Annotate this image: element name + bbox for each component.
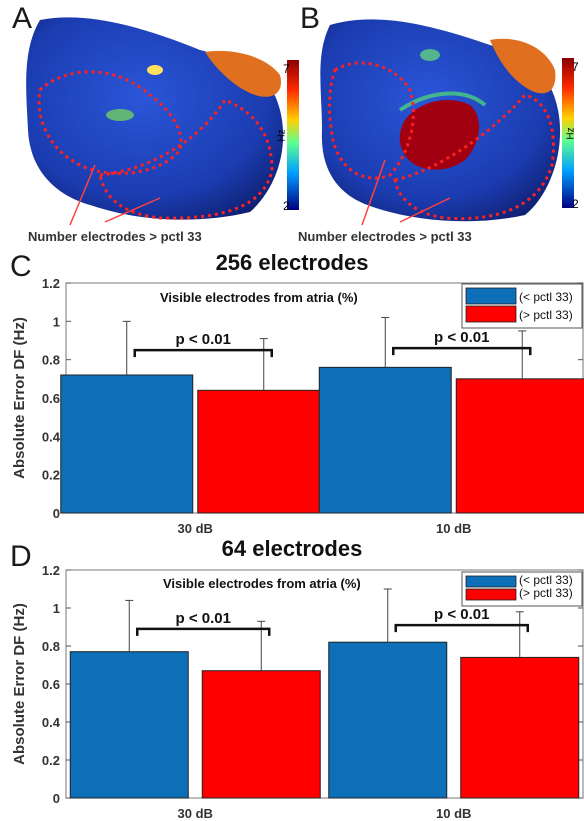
y-tick-label: 0.2 — [42, 753, 60, 768]
x-tick-label: 10 dB — [436, 521, 471, 536]
y-tick-label: 0.2 — [42, 468, 60, 483]
heart-map-a — [26, 17, 299, 226]
colorbar-b-max: 7 — [572, 60, 579, 74]
significance-bracket — [136, 627, 271, 636]
legend-swatch — [465, 575, 517, 588]
p-value-annotation: p < 0.01 — [176, 610, 231, 627]
arrow-b1 — [361, 159, 386, 226]
colorbar-b-min: 2 — [572, 197, 579, 211]
legend-swatch — [465, 305, 517, 323]
panel-letter-c: C — [10, 250, 32, 283]
panel-letter-a: A — [12, 2, 33, 35]
hot-spot-b — [420, 49, 440, 61]
legend-label: (< pctl 33) — [519, 573, 573, 587]
legend-label: (> pctl 33) — [519, 308, 573, 322]
heart-map-b — [320, 19, 574, 226]
outline-region-b2 — [393, 93, 555, 221]
chart-subtitle: Visible electrodes from atria (%) — [160, 290, 358, 305]
outline-region-a1 — [37, 70, 183, 175]
arrow-b2 — [399, 197, 451, 223]
chart-subtitle: Visible electrodes from atria (%) — [163, 576, 361, 591]
colorbar-b — [562, 58, 574, 208]
y-tick-label: 0.6 — [42, 391, 60, 406]
hot-region-b — [490, 38, 556, 94]
arrow-a1 — [69, 164, 96, 226]
y-tick-label: 1 — [53, 601, 60, 616]
y-tick-label: 0.4 — [42, 429, 61, 444]
x-tick-label: 30 dB — [178, 521, 213, 536]
y-tick-label: 1 — [53, 314, 60, 329]
y-tick-label: 1.2 — [42, 276, 60, 291]
colorbar-a-unit: Hz — [276, 129, 288, 142]
y-tick-label: 1.2 — [42, 563, 60, 578]
caption-b: Number electrodes > pctl 33 — [298, 229, 472, 244]
y-tick-label: 0.8 — [42, 353, 60, 368]
panel-letter-d: D — [10, 540, 32, 573]
chart-title-d: 64 electrodes — [221, 536, 363, 561]
legend-swatch — [465, 588, 517, 601]
outline-region-b1 — [327, 61, 415, 180]
y-axis-label: Absolute Error DF (Hz) — [11, 317, 28, 479]
bar — [60, 374, 194, 514]
p-value-annotation: p < 0.01 — [434, 329, 489, 346]
colorbar-a-max: 7 — [283, 62, 290, 76]
significance-bracket — [394, 623, 529, 633]
hot-spot-a — [147, 65, 163, 75]
legend-label: (> pctl 33) — [519, 586, 573, 600]
p-value-annotation: p < 0.01 — [176, 331, 231, 348]
colorbar-a-min: 2 — [283, 199, 290, 213]
significance-bracket — [133, 348, 273, 358]
bar — [318, 366, 452, 514]
heart-surface-a — [26, 17, 284, 220]
chart-title-c: 256 electrodes — [215, 250, 369, 275]
legend-swatch — [465, 287, 517, 305]
y-tick-label: 0 — [53, 791, 60, 806]
caption-a: Number electrodes > pctl 33 — [28, 229, 202, 244]
colorbar-b-unit: Hz — [565, 127, 577, 140]
y-axis-label: Absolute Error DF (Hz) — [11, 603, 28, 765]
significance-bracket — [392, 346, 532, 356]
bar — [197, 389, 331, 514]
hot-region-a — [205, 50, 281, 97]
y-tick-label: 0 — [53, 506, 60, 521]
y-tick-label: 0.8 — [42, 639, 60, 654]
arrow-a2 — [104, 197, 161, 223]
outline-region-a2 — [98, 98, 274, 220]
y-tick-label: 0.6 — [42, 677, 60, 692]
panel-letter-b: B — [300, 2, 321, 35]
bar — [328, 641, 448, 799]
legend-label: (< pctl 33) — [519, 290, 573, 304]
bar — [69, 651, 189, 799]
p-value-annotation: p < 0.01 — [434, 606, 489, 623]
x-tick-label: 30 dB — [178, 806, 213, 821]
bar — [460, 656, 580, 799]
bar — [455, 378, 584, 514]
x-tick-label: 10 dB — [436, 806, 471, 821]
colorbar-a — [287, 60, 299, 210]
green-edge-b — [398, 91, 487, 112]
y-tick-label: 0.4 — [42, 715, 61, 730]
hot-spot-a2 — [106, 109, 134, 121]
bar-chart-c: Absolute Error DF (Hz) 0 0.2 0.4 0.6 0.8 1 1.2 p… — [11, 276, 584, 536]
bar — [201, 670, 321, 799]
bar-chart-d: Absolute Error DF (Hz) 0 0.2 0.4 0.6 0.8 1 1.2 p… — [11, 563, 584, 821]
